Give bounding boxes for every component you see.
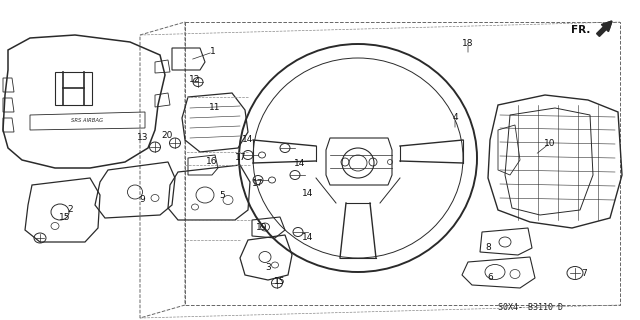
Text: 10: 10 xyxy=(544,139,556,148)
Text: S0X4- B3110 D: S0X4- B3110 D xyxy=(497,303,563,313)
Text: 8: 8 xyxy=(485,244,491,252)
Text: 3: 3 xyxy=(265,262,271,271)
Text: 12: 12 xyxy=(189,76,201,84)
Text: 16: 16 xyxy=(206,157,218,166)
Text: 18: 18 xyxy=(462,38,474,47)
Text: 14: 14 xyxy=(302,233,314,242)
Text: 6: 6 xyxy=(487,274,493,283)
Text: SRS AIRBAG: SRS AIRBAG xyxy=(71,118,103,124)
Text: 15: 15 xyxy=(275,277,285,286)
Text: 1: 1 xyxy=(210,47,216,57)
Text: 20: 20 xyxy=(161,131,173,140)
Text: 2: 2 xyxy=(67,205,73,214)
Text: 4: 4 xyxy=(452,114,458,123)
Text: 13: 13 xyxy=(137,132,148,141)
Text: 17: 17 xyxy=(236,153,247,162)
Text: 9: 9 xyxy=(139,196,145,204)
Text: 19: 19 xyxy=(256,223,268,233)
Text: 14: 14 xyxy=(243,135,253,145)
Text: 14: 14 xyxy=(294,158,306,167)
Text: 14: 14 xyxy=(302,188,314,197)
Text: 17: 17 xyxy=(252,179,264,188)
Text: 15: 15 xyxy=(60,212,71,221)
Text: 5: 5 xyxy=(219,191,225,201)
Text: FR.: FR. xyxy=(571,25,590,35)
Text: 7: 7 xyxy=(581,268,587,277)
FancyArrow shape xyxy=(596,21,612,36)
Text: 11: 11 xyxy=(209,102,221,111)
